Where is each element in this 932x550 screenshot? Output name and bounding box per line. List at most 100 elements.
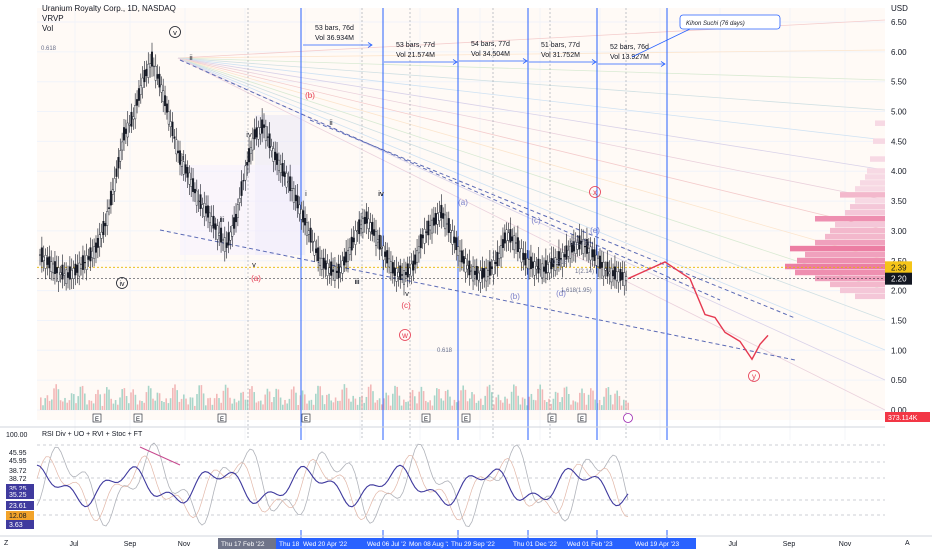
candle-body (206, 205, 209, 218)
volume-bar (598, 399, 601, 410)
auto-scale-corner[interactable]: A (905, 540, 910, 547)
vrvp-bar (850, 204, 885, 210)
candle-body (595, 254, 598, 266)
volume-bar (42, 405, 44, 410)
volume-bar (400, 405, 403, 410)
rsi-label: 3.63 (9, 522, 23, 529)
volume-profile-zone (37, 8, 885, 420)
candle-body (315, 248, 318, 253)
wave-circle-red (589, 186, 601, 198)
rsi-title[interactable]: RSI Div + UO + RVI + Stoc + FT (42, 431, 143, 438)
measurement-boxes: 53 bars, 76d Vol 36.934M 53 bars, 77d Vol 2… (303, 14, 781, 67)
candle-body (449, 229, 452, 233)
volume-bar (491, 392, 493, 410)
vrvp-indicator[interactable]: VRVP (42, 14, 64, 23)
candle-body (102, 221, 105, 236)
volume-bar (425, 400, 427, 410)
volume-bar (422, 391, 425, 410)
volume-bar (436, 388, 438, 410)
volume-bar (409, 392, 412, 410)
price-tick: 2.00 (891, 287, 907, 296)
candle-body (412, 260, 415, 271)
candle-body (126, 122, 129, 138)
price-axis[interactable]: USD6.506.005.505.004.504.003.503.002.502… (6, 0, 932, 550)
timezone-corner[interactable]: Z (4, 540, 9, 547)
price-tick: 6.50 (891, 18, 907, 27)
candle-body (320, 258, 323, 270)
volume-bar (537, 388, 539, 410)
volume-bar (271, 402, 273, 410)
candle-body (509, 229, 512, 243)
volume-bar (603, 396, 605, 410)
volume-bar (196, 394, 198, 410)
volume-bar (282, 404, 284, 410)
volume-bar (524, 398, 526, 410)
volume-bar (345, 387, 348, 410)
volume-bar (398, 395, 401, 410)
fib-label: 1(2.14) (575, 269, 594, 275)
volume-bar (447, 389, 449, 410)
candle-body (270, 146, 273, 151)
last-price-text: 2.39 (891, 263, 907, 272)
wave-label-black: iv (378, 189, 384, 198)
date-tag-bg (364, 538, 444, 549)
volume-bar (570, 404, 572, 410)
candle-body (399, 265, 402, 280)
date-tag-bg (406, 538, 476, 549)
candle-body (177, 150, 180, 154)
volume-bar (158, 393, 161, 410)
date-tag: Thu 01 Dec '22 (513, 541, 557, 548)
vrvp-bar (865, 174, 885, 180)
wave-label-red: w (401, 331, 408, 340)
current-price-text: 2.20 (891, 275, 907, 284)
candle-body (348, 247, 351, 255)
volume-bar (121, 389, 123, 410)
candle-body (164, 95, 167, 107)
volume-bar (53, 388, 55, 410)
wave-label-red: (c) (401, 301, 411, 310)
volume-bar (592, 390, 594, 410)
rsi-label: 12.08 (9, 513, 27, 520)
candle-body (414, 254, 417, 265)
rsi-panel (0, 426, 932, 530)
upper-trendline (179, 59, 721, 301)
volume-bar (301, 390, 304, 410)
candle-body (571, 242, 574, 253)
event-marker: E (464, 417, 468, 423)
candle-body (541, 263, 544, 279)
candle-body (50, 261, 53, 273)
candle-body (552, 258, 555, 267)
candle-body (442, 213, 445, 219)
vol-indicator[interactable]: Vol (42, 24, 54, 33)
candle-body (221, 239, 224, 241)
candle-body (610, 267, 613, 283)
candle-body (175, 139, 178, 155)
candle-body (505, 229, 508, 242)
candle-body (236, 204, 239, 218)
volume-bar (354, 398, 357, 410)
volume-bar (152, 398, 154, 410)
candle-body (44, 254, 47, 269)
wave-label-black: v (252, 260, 256, 269)
volume-bar (306, 403, 308, 410)
candle-body (608, 271, 611, 275)
volume-bar (499, 400, 502, 410)
volume-bar (576, 402, 579, 410)
candle-body (74, 263, 77, 276)
volume-bar (169, 398, 172, 410)
candle-body (492, 259, 495, 275)
volume-bar (427, 402, 429, 410)
candle-body (249, 147, 252, 154)
volume-bar (194, 405, 196, 410)
symbol-title[interactable]: Uranium Royalty Corp., 1D, NASDAQ (42, 4, 176, 13)
candle-body (65, 269, 68, 284)
volume-bar (57, 389, 60, 410)
volume-bar (86, 404, 88, 410)
volume-bar (213, 398, 216, 410)
volume-bar (528, 396, 530, 410)
candle-body (389, 261, 392, 273)
volume-bar (319, 386, 321, 410)
candle-body (488, 261, 491, 276)
